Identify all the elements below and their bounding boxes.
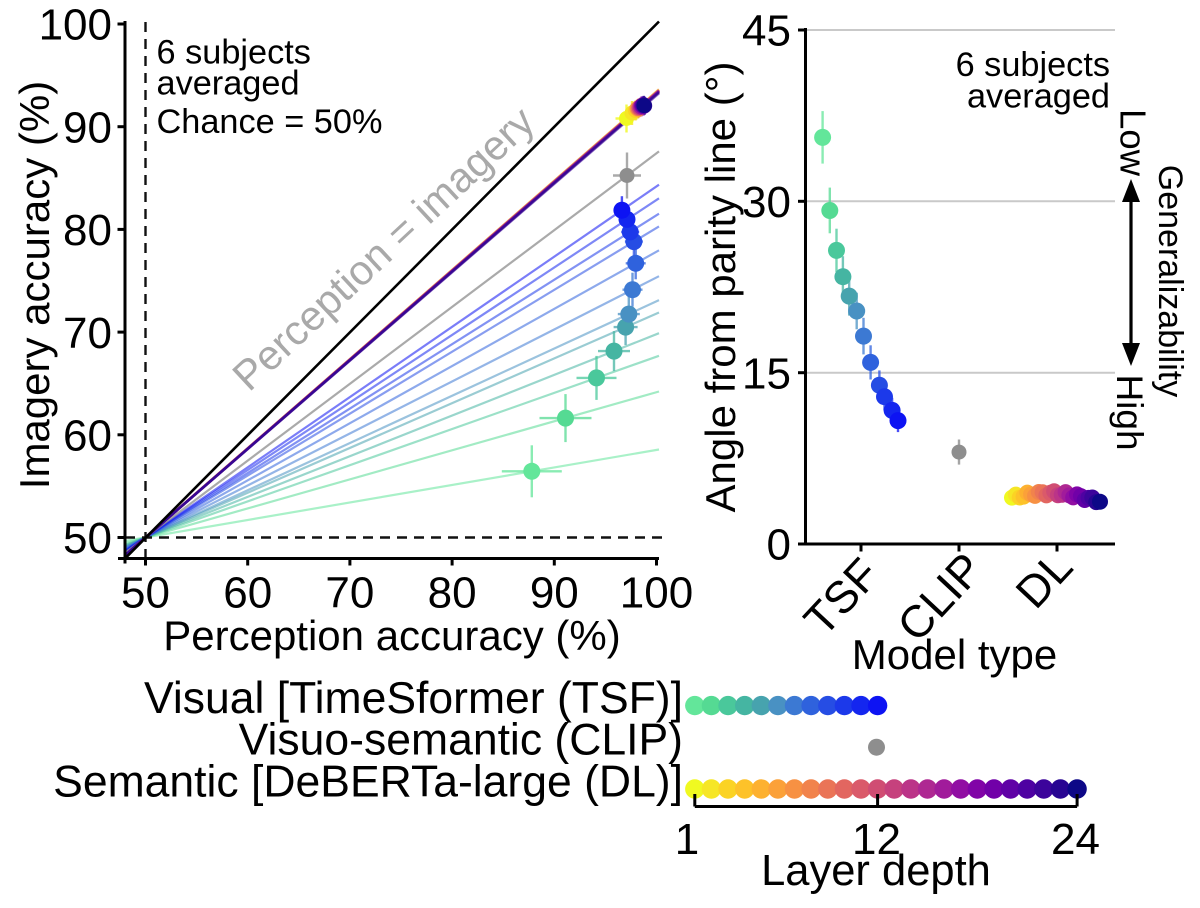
svg-text:50: 50 [121, 569, 170, 618]
svg-text:60: 60 [223, 569, 272, 618]
svg-text:Model type: Model type [852, 631, 1057, 678]
svg-text:6 subjects: 6 subjects [157, 33, 311, 71]
svg-text:Perception accuracy (%): Perception accuracy (%) [163, 612, 621, 659]
svg-text:Low: Low [1113, 109, 1154, 177]
svg-text:70: 70 [63, 309, 112, 358]
svg-text:Layer depth: Layer depth [761, 847, 991, 895]
svg-text:averaged: averaged [967, 78, 1110, 116]
svg-text:80: 80 [428, 569, 477, 618]
svg-text:100: 100 [39, 1, 112, 50]
svg-text:30: 30 [742, 178, 791, 227]
svg-text:High: High [1109, 374, 1150, 450]
svg-text:60: 60 [63, 412, 112, 461]
svg-text:Visuo-semantic (CLIP): Visuo-semantic (CLIP) [239, 716, 683, 765]
svg-text:Imagery accuracy (%): Imagery accuracy (%) [11, 81, 58, 489]
svg-text:15: 15 [742, 349, 791, 398]
svg-text:12: 12 [852, 815, 901, 864]
svg-text:24: 24 [1051, 815, 1100, 864]
svg-text:50: 50 [63, 514, 112, 563]
svg-text:0: 0 [767, 521, 791, 570]
svg-text:1: 1 [675, 815, 699, 864]
svg-text:averaged: averaged [157, 64, 300, 102]
svg-text:80: 80 [63, 206, 112, 255]
svg-text:Visual [TimeSformer (TSF)]: Visual [TimeSformer (TSF)] [144, 674, 683, 723]
svg-text:100: 100 [620, 569, 693, 618]
svg-text:Angle from parity line (°): Angle from parity line (°) [697, 62, 744, 513]
svg-text:70: 70 [325, 569, 374, 618]
svg-text:90: 90 [530, 569, 579, 618]
svg-text:Generalizability: Generalizability [1151, 165, 1189, 397]
svg-text:45: 45 [742, 7, 791, 56]
svg-text:Chance = 50%: Chance = 50% [157, 103, 383, 141]
svg-text:Semantic [DeBERTa-large (DL)]: Semantic [DeBERTa-large (DL)] [53, 758, 683, 807]
svg-text:6 subjects: 6 subjects [956, 46, 1110, 84]
svg-text:90: 90 [63, 103, 112, 152]
